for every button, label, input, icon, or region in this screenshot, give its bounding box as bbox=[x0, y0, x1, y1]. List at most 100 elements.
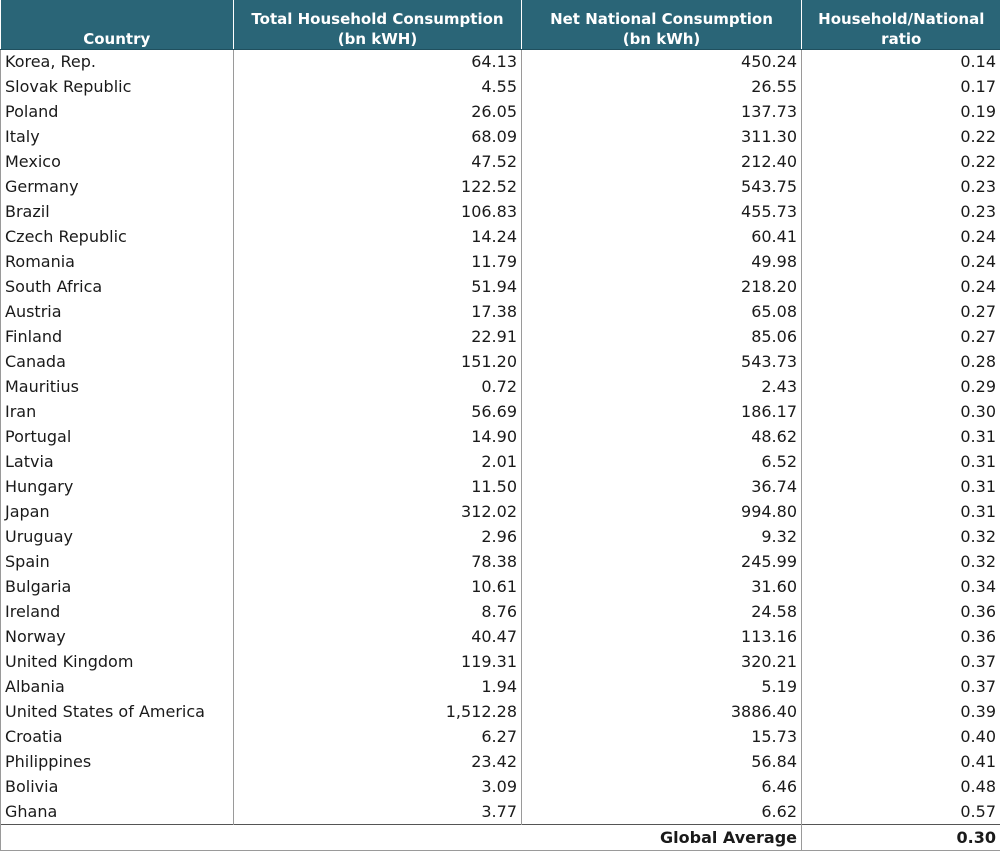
global-average-label: Global Average bbox=[522, 824, 802, 850]
cell-national: 3886.40 bbox=[522, 699, 802, 724]
cell-national: 85.06 bbox=[522, 324, 802, 349]
cell-ratio: 0.48 bbox=[802, 774, 1000, 799]
cell-national: 56.84 bbox=[522, 749, 802, 774]
cell-ratio: 0.22 bbox=[802, 124, 1000, 149]
header-household-label: Total Household Consumption bbox=[240, 9, 515, 29]
cell-household: 2.96 bbox=[234, 524, 522, 549]
cell-ratio: 0.27 bbox=[802, 324, 1000, 349]
cell-national: 543.73 bbox=[522, 349, 802, 374]
cell-country: Bulgaria bbox=[1, 574, 234, 599]
cell-national: 6.52 bbox=[522, 449, 802, 474]
cell-country: Spain bbox=[1, 549, 234, 574]
cell-country: Romania bbox=[1, 249, 234, 274]
cell-ratio: 0.34 bbox=[802, 574, 1000, 599]
cell-ratio: 0.32 bbox=[802, 524, 1000, 549]
cell-country: Finland bbox=[1, 324, 234, 349]
header-household-unit: (bn kWH) bbox=[240, 29, 515, 49]
cell-country: Hungary bbox=[1, 474, 234, 499]
cell-household: 151.20 bbox=[234, 349, 522, 374]
cell-ratio: 0.40 bbox=[802, 724, 1000, 749]
cell-ratio: 0.32 bbox=[802, 549, 1000, 574]
cell-national: 311.30 bbox=[522, 124, 802, 149]
cell-ratio: 0.23 bbox=[802, 199, 1000, 224]
cell-ratio: 0.24 bbox=[802, 249, 1000, 274]
cell-country: Mauritius bbox=[1, 374, 234, 399]
cell-country: Portugal bbox=[1, 424, 234, 449]
cell-national: 60.41 bbox=[522, 224, 802, 249]
cell-household: 312.02 bbox=[234, 499, 522, 524]
cell-household: 119.31 bbox=[234, 649, 522, 674]
header-ratio-unit: ratio bbox=[808, 29, 995, 49]
cell-country: Iran bbox=[1, 399, 234, 424]
cell-ratio: 0.41 bbox=[802, 749, 1000, 774]
cell-country: United Kingdom bbox=[1, 649, 234, 674]
cell-ratio: 0.31 bbox=[802, 449, 1000, 474]
cell-household: 1.94 bbox=[234, 674, 522, 699]
cell-ratio: 0.19 bbox=[802, 99, 1000, 124]
cell-household: 51.94 bbox=[234, 274, 522, 299]
cell-country: Croatia bbox=[1, 724, 234, 749]
cell-national: 994.80 bbox=[522, 499, 802, 524]
cell-ratio: 0.36 bbox=[802, 599, 1000, 624]
cell-national: 2.43 bbox=[522, 374, 802, 399]
cell-national: 245.99 bbox=[522, 549, 802, 574]
cell-household: 2.01 bbox=[234, 449, 522, 474]
cell-ratio: 0.39 bbox=[802, 699, 1000, 724]
cell-country: Uruguay bbox=[1, 524, 234, 549]
header-household: Total Household Consumption (bn kWH) bbox=[234, 0, 522, 49]
global-average-blank-1 bbox=[1, 824, 234, 850]
cell-household: 4.55 bbox=[234, 74, 522, 99]
cell-national: 5.19 bbox=[522, 674, 802, 699]
cell-country: Slovak Republic bbox=[1, 74, 234, 99]
cell-household: 68.09 bbox=[234, 124, 522, 149]
cell-national: 212.40 bbox=[522, 149, 802, 174]
cell-household: 122.52 bbox=[234, 174, 522, 199]
cell-household: 11.79 bbox=[234, 249, 522, 274]
cell-national: 49.98 bbox=[522, 249, 802, 274]
cell-country: Austria bbox=[1, 299, 234, 324]
cell-household: 3.09 bbox=[234, 774, 522, 799]
header-national-label: Net National Consumption bbox=[528, 9, 795, 29]
cell-country: Brazil bbox=[1, 199, 234, 224]
cell-household: 78.38 bbox=[234, 549, 522, 574]
global-average-blank-2 bbox=[234, 824, 522, 850]
cell-household: 26.05 bbox=[234, 99, 522, 124]
cell-household: 8.76 bbox=[234, 599, 522, 624]
cell-national: 48.62 bbox=[522, 424, 802, 449]
cell-country: Norway bbox=[1, 624, 234, 649]
header-country: Country bbox=[1, 0, 234, 49]
cell-national: 113.16 bbox=[522, 624, 802, 649]
cell-household: 22.91 bbox=[234, 324, 522, 349]
cell-ratio: 0.28 bbox=[802, 349, 1000, 374]
cell-ratio: 0.31 bbox=[802, 474, 1000, 499]
cell-country: Germany bbox=[1, 174, 234, 199]
cell-national: 186.17 bbox=[522, 399, 802, 424]
cell-country: Korea, Rep. bbox=[1, 49, 234, 74]
cell-household: 10.61 bbox=[234, 574, 522, 599]
cell-household: 14.90 bbox=[234, 424, 522, 449]
cell-national: 450.24 bbox=[522, 49, 802, 74]
cell-national: 6.62 bbox=[522, 799, 802, 824]
cell-country: United States of America bbox=[1, 699, 234, 724]
cell-ratio: 0.24 bbox=[802, 224, 1000, 249]
cell-national: 320.21 bbox=[522, 649, 802, 674]
cell-household: 11.50 bbox=[234, 474, 522, 499]
cell-national: 36.74 bbox=[522, 474, 802, 499]
cell-ratio: 0.27 bbox=[802, 299, 1000, 324]
cell-ratio: 0.24 bbox=[802, 274, 1000, 299]
cell-household: 47.52 bbox=[234, 149, 522, 174]
